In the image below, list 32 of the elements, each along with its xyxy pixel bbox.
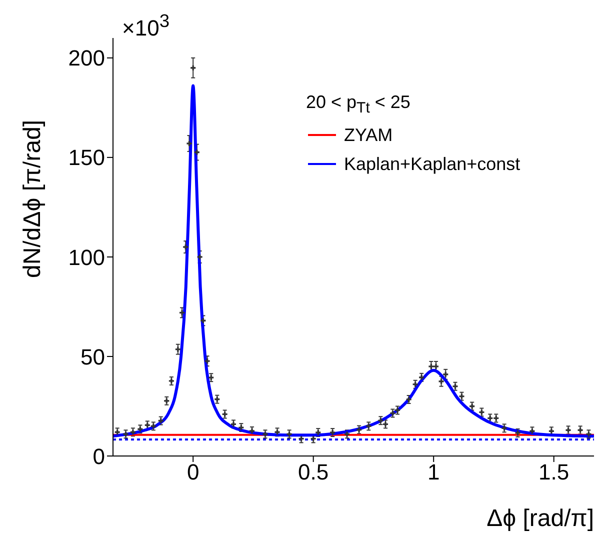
y-tick-label: 150: [68, 145, 105, 170]
point: [433, 364, 438, 369]
point: [428, 364, 434, 369]
point: [395, 408, 400, 413]
y-axis-title: dN/dΔϕ [π/rad]: [19, 120, 46, 278]
point: [197, 254, 202, 260]
x-tick-label: 0.5: [298, 460, 329, 485]
x-axis-title: Δϕ [rad/π]: [486, 505, 594, 532]
point: [200, 318, 206, 324]
point: [443, 372, 448, 377]
point: [175, 346, 180, 352]
point: [250, 428, 255, 434]
y-tick-label: 50: [80, 344, 105, 370]
x-tick-label: 1: [427, 460, 440, 485]
point: [438, 378, 444, 384]
point: [204, 358, 210, 364]
point: [180, 310, 185, 316]
legend-title: 20 < p$_{Tt}$ < 25: [306, 92, 412, 117]
point: [194, 150, 200, 155]
y-tick-label: 0: [92, 444, 105, 469]
annotation: ×10$^{3}$: [122, 10, 170, 42]
point: [183, 244, 188, 250]
point: [344, 432, 350, 437]
point: [186, 140, 192, 146]
y-tick-label: 200: [68, 46, 105, 71]
legend-label: ZYAM: [344, 124, 393, 146]
x-tick-label: 1.5: [538, 460, 570, 485]
point: [190, 65, 196, 70]
x-tick-label: 0: [186, 460, 200, 485]
legend-label: Kaplan+Kaplan+const: [344, 154, 520, 175]
y-tick-label: 100: [68, 244, 105, 270]
point: [230, 422, 236, 427]
